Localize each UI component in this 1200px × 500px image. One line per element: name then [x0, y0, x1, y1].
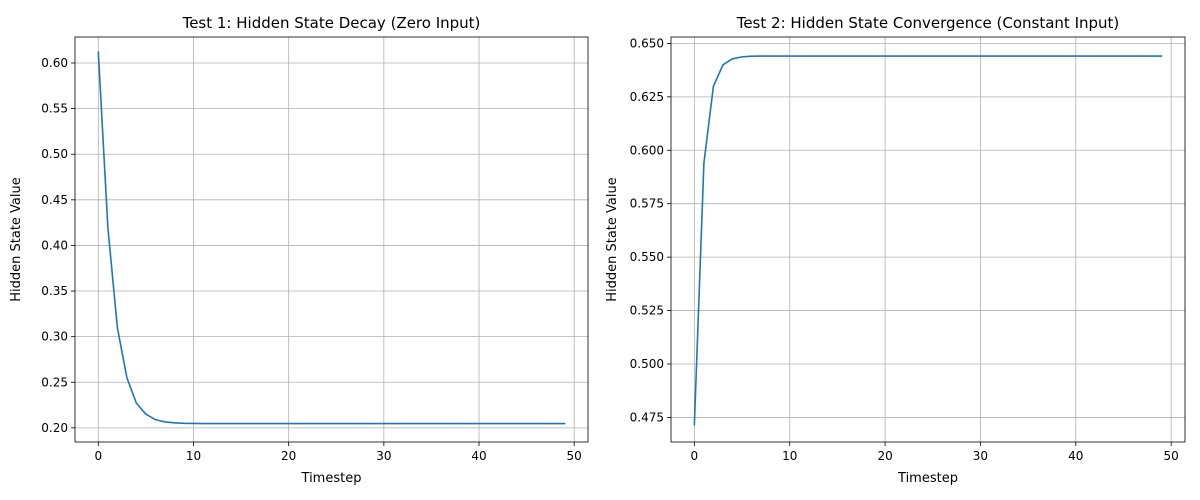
x-tick-label: 10	[782, 449, 797, 463]
x-tick-label: 0	[94, 449, 102, 463]
y-tick-label: 0.625	[630, 90, 664, 104]
chart-title: Test 1: Hidden State Decay (Zero Input)	[182, 14, 481, 32]
y-tick-label: 0.575	[630, 197, 664, 211]
y-tick-label: 0.600	[630, 143, 664, 157]
y-tick-label: 0.650	[630, 36, 664, 50]
x-tick-label: 30	[973, 449, 988, 463]
y-tick-label: 0.550	[630, 250, 664, 264]
axis-ticks: 0 10 20 30 40 50 0.20 0.25 0.30 0.35 0.40 0.45 0.50 0…	[41, 56, 582, 463]
x-tick-label: 40	[1068, 449, 1083, 463]
chart-panel-2: 0 10 20 30 40 50 0.475 0.500 0.525 0.550 0.575 0.60…	[605, 14, 1186, 486]
y-tick-label: 0.500	[630, 357, 664, 371]
x-axis-label: Timestep	[897, 471, 958, 486]
plot-area-frame	[670, 36, 1186, 443]
series-line	[97, 51, 566, 425]
x-tick-label: 50	[1164, 449, 1179, 463]
chart-panel-1: 0 10 20 30 40 50 0.20 0.25 0.30 0.35 0.40 0.45 0.50 0…	[9, 14, 589, 486]
y-tick-label: 0.55	[41, 102, 68, 116]
grid-lines	[75, 37, 588, 442]
y-tick-label: 0.40	[41, 238, 68, 252]
chart-title: Test 2: Hidden State Convergence (Consta…	[736, 14, 1120, 32]
y-tick-label: 0.25	[41, 375, 68, 389]
y-tick-label: 0.30	[41, 330, 68, 344]
x-tick-label: 0	[691, 449, 699, 463]
x-tick-label: 20	[281, 449, 296, 463]
axis-ticks: 0 10 20 30 40 50 0.475 0.500 0.525 0.550 0.575 0.60…	[630, 36, 1179, 463]
y-tick-label: 0.60	[41, 56, 68, 70]
grid-lines	[671, 37, 1185, 442]
plot-area-frame	[74, 36, 589, 443]
series-line	[693, 55, 1163, 426]
y-tick-label: 0.475	[630, 410, 664, 424]
y-tick-label: 0.35	[41, 284, 68, 298]
x-axis-label: Timestep	[301, 471, 362, 486]
series-layer	[97, 51, 566, 425]
y-axis-label: Hidden State Value	[605, 177, 620, 302]
y-tick-label: 0.525	[630, 304, 664, 318]
y-tick-label: 0.20	[41, 421, 68, 435]
y-tick-label: 0.45	[41, 193, 68, 207]
x-tick-label: 40	[471, 449, 486, 463]
y-tick-label: 0.50	[41, 147, 68, 161]
y-axis-label: Hidden State Value	[9, 177, 24, 302]
series-layer	[693, 55, 1163, 426]
x-tick-label: 20	[877, 449, 892, 463]
x-tick-label: 30	[376, 449, 391, 463]
x-tick-label: 10	[186, 449, 201, 463]
x-tick-label: 50	[567, 449, 582, 463]
